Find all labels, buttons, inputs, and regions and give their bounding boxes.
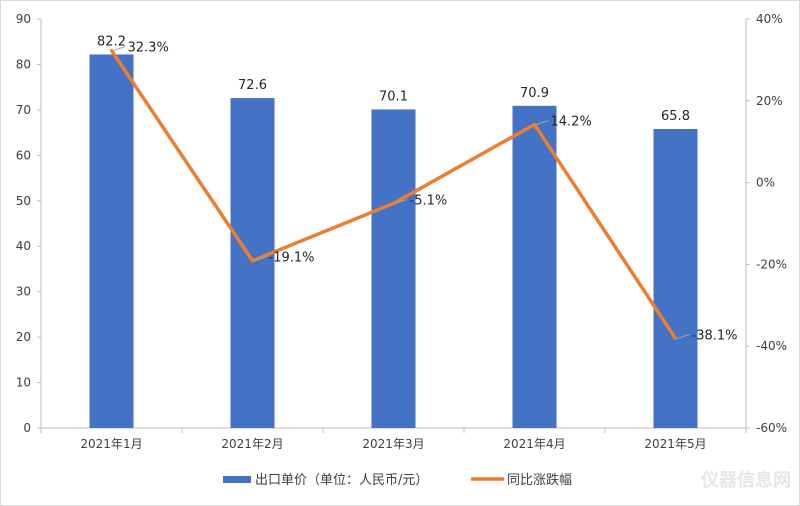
left-tick-label: 30 — [16, 285, 31, 299]
leader-line — [113, 46, 126, 51]
line-point — [392, 201, 395, 205]
x-tick-label: 2021年1月 — [80, 437, 142, 451]
left-tick-label: 90 — [16, 12, 31, 26]
leader-line — [254, 256, 267, 262]
right-tick-label: 20% — [756, 94, 783, 108]
line-point — [533, 123, 536, 127]
right-tick-label: -40% — [756, 339, 787, 353]
line-data-label: 32.3% — [128, 40, 169, 55]
bar-data-label: 70.9 — [520, 86, 549, 101]
left-tick-label: 10 — [16, 376, 31, 390]
right-tick-label: 40% — [756, 12, 783, 26]
legend-swatch-bar — [223, 476, 251, 483]
line-point — [110, 48, 113, 52]
left-tick-label: 0 — [23, 421, 31, 435]
line-point — [251, 259, 254, 263]
watermark-logo: 仪器信息网 — [700, 469, 791, 491]
right-tick-label: -60% — [756, 421, 787, 435]
right-tick-label: 0% — [756, 176, 775, 190]
bar-data-label: 70.1 — [379, 89, 408, 104]
line-data-label: -5.1% — [410, 193, 448, 208]
bar — [512, 105, 557, 428]
line-point — [674, 336, 677, 340]
x-tick-label: 2021年5月 — [644, 437, 706, 451]
left-tick-label: 60 — [16, 148, 31, 162]
left-tick-label: 80 — [16, 57, 31, 71]
legend-label-line: 同比涨跌幅 — [507, 472, 572, 488]
left-tick-label: 70 — [16, 103, 31, 117]
left-tick-label: 40 — [16, 239, 31, 253]
left-tick-label: 20 — [16, 330, 31, 344]
bar-data-label: 82.2 — [97, 34, 126, 49]
right-tick-label: -20% — [756, 257, 787, 271]
legend-label-bar: 出口单价（单位：人民币/元） — [255, 473, 428, 488]
line-data-label: -19.1% — [269, 251, 315, 266]
bar — [230, 98, 275, 428]
x-tick-label: 2021年2月 — [221, 437, 283, 451]
bar-data-label: 65.8 — [661, 109, 690, 124]
line-data-label: 14.2% — [551, 115, 592, 130]
bar — [371, 109, 416, 428]
bar — [653, 128, 698, 428]
x-tick-label: 2021年4月 — [503, 437, 565, 451]
leader-line — [536, 120, 549, 125]
leader-line — [395, 198, 408, 204]
x-tick-label: 2021年3月 — [362, 437, 424, 451]
bar — [89, 54, 134, 429]
leader-line — [677, 333, 690, 339]
line-data-label: -38.1% — [692, 328, 738, 343]
bar-data-label: 72.6 — [238, 78, 267, 93]
left-tick-label: 50 — [16, 194, 31, 208]
